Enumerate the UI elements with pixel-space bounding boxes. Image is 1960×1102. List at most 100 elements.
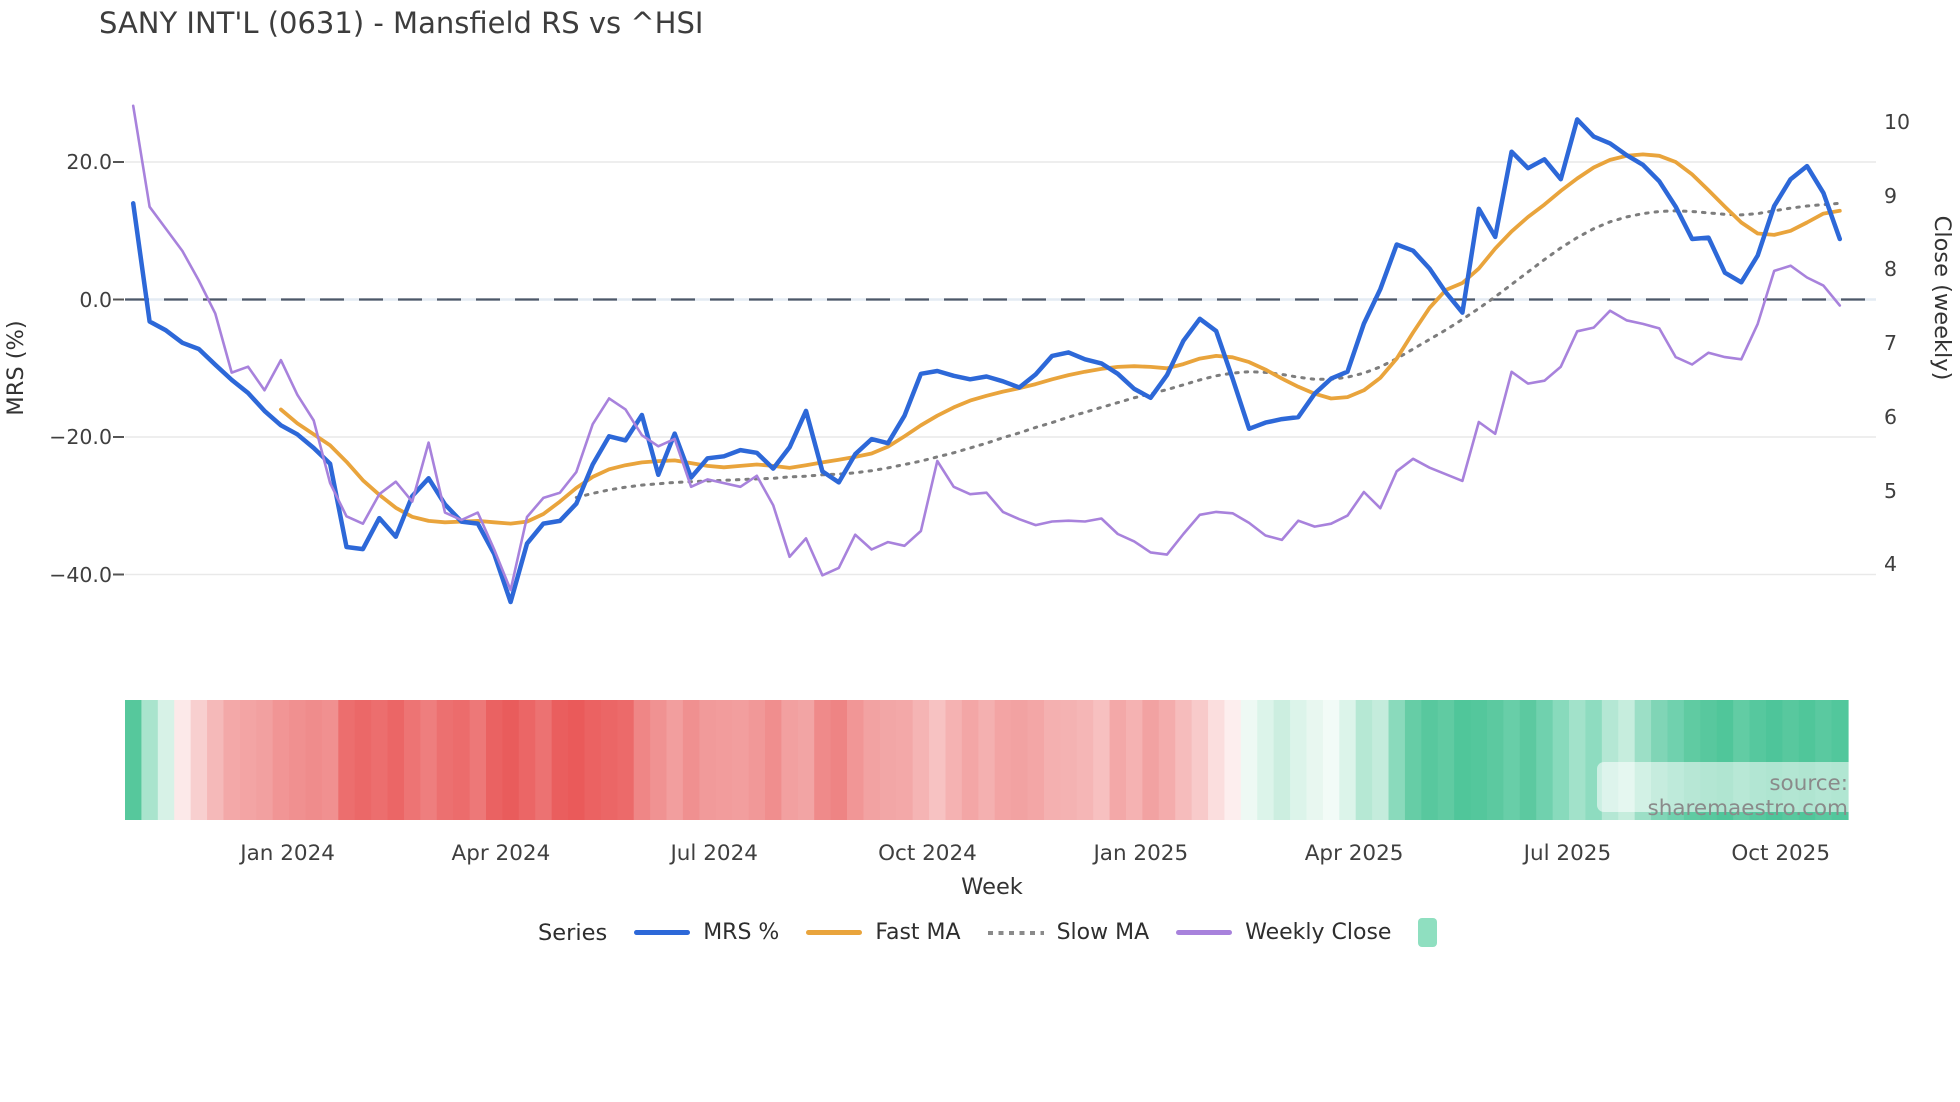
legend-item-label: Weekly Close xyxy=(1245,920,1392,945)
heatmap-cell xyxy=(551,700,569,820)
legend-item-label: MRS % xyxy=(703,920,780,945)
legend-item-label: Fast MA xyxy=(875,920,961,945)
y-axis-title-left: MRS (%) xyxy=(3,320,29,416)
heatmap-cell xyxy=(207,700,225,820)
heatmap-cell xyxy=(1437,700,1455,820)
heatmap-cell xyxy=(1322,700,1340,820)
heatmap-cell xyxy=(584,700,602,820)
heatmap-cell xyxy=(338,700,356,820)
heatmap-cell xyxy=(1486,700,1504,820)
legend-title: Series xyxy=(538,919,608,946)
heatmap-cell xyxy=(289,700,307,820)
series-line-fast-ma xyxy=(278,152,1842,526)
heatmap-cell xyxy=(764,700,782,820)
heatmap-cell xyxy=(830,700,848,820)
heatmap-cell xyxy=(732,700,750,820)
heatmap-cell xyxy=(1043,700,1061,820)
legend-item-fast-ma: Fast MA xyxy=(806,920,961,945)
heatmap-cell xyxy=(1470,700,1488,820)
heatmap-cell xyxy=(403,700,421,820)
heatmap-cell xyxy=(223,700,241,820)
heatmap-cell xyxy=(1339,700,1357,820)
heatmap-cell xyxy=(650,700,668,820)
heatmap-cell xyxy=(1060,700,1078,820)
y-axis-title-right: Close (weekly) xyxy=(1929,215,1955,381)
heatmap-cell xyxy=(896,700,914,820)
heatmap-cell xyxy=(814,700,832,820)
heatmap-cell xyxy=(1569,700,1587,820)
legend-item-mrs: MRS % xyxy=(634,920,779,945)
heatmap-cell xyxy=(797,700,815,820)
heatmap-cell xyxy=(1191,700,1209,820)
heatmap-cell xyxy=(1175,700,1193,820)
heatmap-cell xyxy=(1355,700,1373,820)
heatmap-cell xyxy=(699,700,717,820)
heatmap-cell xyxy=(994,700,1012,820)
heatmap-cell xyxy=(961,700,979,820)
heatmap-cell xyxy=(1208,700,1226,820)
legend: Series MRS % Fast MA Slow MA Weekly Clos… xyxy=(538,918,1438,947)
heatmap-cell xyxy=(190,700,208,820)
heatmap-cell xyxy=(1404,700,1422,820)
heatmap-cell xyxy=(1306,700,1324,820)
heatmap-cell xyxy=(748,700,766,820)
heatmap-cell xyxy=(157,700,175,820)
heatmap-cell xyxy=(1454,700,1472,820)
heatmap-cell xyxy=(978,700,996,820)
heatmap-cell xyxy=(1519,700,1537,820)
heatmap-legend-swatch xyxy=(1418,918,1438,947)
page-title: SANY INT'L (0631) - Mansfield RS vs ^HSI xyxy=(99,6,704,40)
heatmap-cell xyxy=(847,700,865,820)
slow-ma-dotted-swatch xyxy=(987,930,1044,935)
heatmap-cell xyxy=(1552,700,1570,820)
heatmap-cell xyxy=(929,700,947,820)
heatmap-cell xyxy=(1503,700,1521,820)
heatmap-cell xyxy=(436,700,454,820)
heatmap-cell xyxy=(1125,700,1143,820)
heatmap-cell xyxy=(272,700,290,820)
fast-ma-line-swatch xyxy=(806,930,863,935)
heatmap-cell xyxy=(912,700,930,820)
heatmap-cell xyxy=(453,700,471,820)
heatmap-cell xyxy=(1027,700,1045,820)
heatmap-cell xyxy=(617,700,635,820)
series-line-mrs- xyxy=(130,117,1843,605)
heatmap-cell xyxy=(568,700,586,820)
series-line-slow-ma xyxy=(574,201,1842,499)
heatmap-cell xyxy=(1011,700,1029,820)
heatmap-cell xyxy=(1257,700,1275,820)
series-line-weekly-close xyxy=(131,104,1842,592)
legend-item-slow-ma: Slow MA xyxy=(987,920,1149,945)
heatmap-cell xyxy=(1388,700,1406,820)
heatmap-cell xyxy=(125,700,143,820)
mrs-line-swatch xyxy=(634,930,691,935)
heatmap-cell xyxy=(1224,700,1242,820)
heatmap-cell xyxy=(1273,700,1291,820)
heatmap-cell xyxy=(1109,700,1127,820)
source-watermark-backdrop xyxy=(1597,762,1855,812)
heatmap-cell xyxy=(502,700,520,820)
heatmap-cell xyxy=(1093,700,1111,820)
heatmap-cell xyxy=(387,700,405,820)
heatmap-cell xyxy=(256,700,274,820)
heatmap-cell xyxy=(305,700,323,820)
heatmap-cell xyxy=(1421,700,1439,820)
x-axis-title: Week xyxy=(961,874,1023,900)
heatmap-cell xyxy=(781,700,799,820)
heatmap-cell xyxy=(1076,700,1094,820)
heatmap-cell xyxy=(535,700,553,820)
heatmap-cell xyxy=(1158,700,1176,820)
heatmap-cell xyxy=(1142,700,1160,820)
heatmap-cell xyxy=(141,700,159,820)
heatmap-cell xyxy=(945,700,963,820)
heatmap-cell xyxy=(371,700,389,820)
heatmap-cell xyxy=(666,700,684,820)
source-watermark: source: sharemaestro.com xyxy=(1647,771,1848,821)
heatmap-cell xyxy=(420,700,438,820)
heatmap-cell xyxy=(174,700,192,820)
heatmap-cell xyxy=(1240,700,1258,820)
heatmap-cell xyxy=(600,700,618,820)
heatmap-cell xyxy=(1290,700,1308,820)
heatmap-cell xyxy=(239,700,257,820)
